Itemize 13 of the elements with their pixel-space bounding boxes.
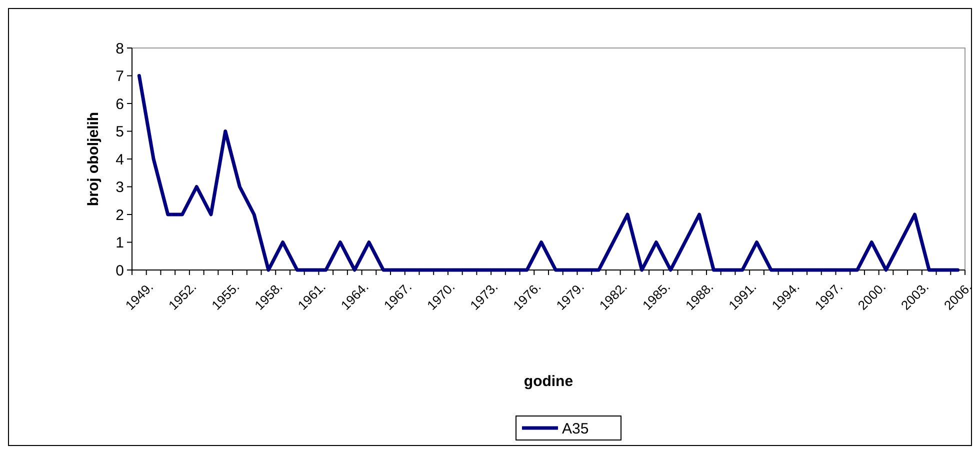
y-tick-label: 5 (116, 124, 124, 140)
x-axis-title: godine (524, 373, 574, 390)
y-tick-label: 7 (116, 68, 124, 85)
line-series (137, 74, 960, 272)
y-tick-label: 1 (116, 234, 124, 252)
legend-label: A35 (562, 420, 589, 438)
y-tick-label: 8 (116, 40, 124, 58)
y-tick-label: 2 (116, 206, 124, 224)
y-tick-label: 0 (116, 262, 124, 280)
y-tick-label: 6 (116, 96, 124, 113)
y-tick-label: 3 (116, 179, 124, 196)
y-tick-label: 4 (116, 151, 124, 168)
y-axis-title: broj oboljelih (85, 112, 102, 206)
